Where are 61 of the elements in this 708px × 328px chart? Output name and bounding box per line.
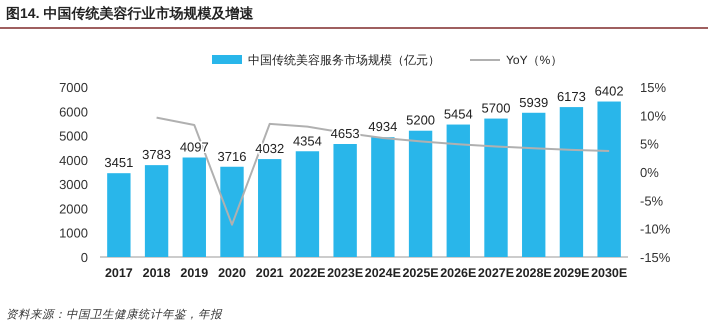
data-label: 5200 [406, 112, 436, 128]
x-tick-label: 2021 [256, 266, 284, 280]
data-label: 4097 [180, 140, 209, 154]
y2-tick-label: 5% [640, 136, 660, 152]
bar [408, 130, 432, 257]
x-tick-label: 2017 [104, 266, 133, 280]
x-tick-label: 2018 [142, 266, 171, 280]
x-tick-label: 2026E [440, 266, 476, 280]
data-label: 4032 [255, 141, 284, 156]
data-label: 4653 [330, 126, 360, 141]
y2-tick-label: 15% [640, 80, 666, 95]
y-tick-label: 2000 [59, 201, 88, 216]
data-label: 4934 [368, 119, 398, 134]
bar [484, 118, 508, 257]
y-tick-label: 4000 [59, 152, 88, 168]
data-label: 4354 [292, 133, 322, 148]
data-label: 6402 [594, 84, 624, 99]
y2-tick-label: 0% [640, 165, 660, 180]
data-label: 5700 [482, 100, 510, 116]
text: 资料来源：中国卫生健康统计年鉴，年报 [6, 308, 223, 321]
y2-tick-label: -15% [640, 250, 671, 265]
y-tick-label: 0 [80, 250, 88, 265]
x-tick-label: 2030E [591, 266, 628, 280]
bar [107, 173, 131, 257]
bar [371, 137, 395, 257]
x-tick-label: 2027E [478, 266, 514, 280]
data-label: 3783 [142, 147, 172, 162]
x-tick-label: 2020 [218, 266, 246, 280]
bar [144, 165, 168, 257]
bar [333, 144, 357, 257]
bar [258, 159, 282, 257]
x-tick-label: 2028E [516, 266, 552, 280]
data-label: 6173 [556, 89, 586, 104]
data-label: 3716 [218, 148, 246, 164]
x-tick-label: 2023E [327, 266, 364, 280]
y-tick-label: 3000 [59, 177, 88, 192]
x-tick-label: 2022E [289, 266, 326, 280]
data-label: 3451 [104, 155, 134, 170]
x-tick-label: 2019 [180, 266, 208, 280]
bar [446, 124, 470, 257]
y-tick-label: 7000 [59, 80, 88, 95]
y2-tick-label: 10% [640, 108, 666, 124]
y-tick-label: 1000 [59, 226, 88, 241]
y2-tick-label: -10% [640, 222, 671, 237]
y-tick-label: 5000 [59, 128, 88, 144]
bar [522, 112, 546, 257]
bar [597, 102, 621, 257]
x-tick-label: 2029E [553, 266, 590, 280]
bar [560, 107, 584, 257]
bar [220, 166, 244, 257]
y2-tick-label: -5% [640, 193, 664, 208]
bar [296, 151, 320, 257]
x-tick-label: 2025E [402, 266, 439, 280]
data-label: 5939 [519, 94, 548, 110]
data-label: 5454 [444, 106, 473, 122]
y-tick-label: 6000 [59, 104, 88, 120]
x-tick-label: 2024E [364, 266, 401, 280]
legend-label: YoY（%） [506, 53, 562, 67]
chart-title: 图14. 中国传统美容行业市场规模及增速 [6, 5, 254, 21]
bar [182, 158, 206, 257]
legend-label: 中国传统美容服务市场规模（亿元） [248, 53, 440, 67]
